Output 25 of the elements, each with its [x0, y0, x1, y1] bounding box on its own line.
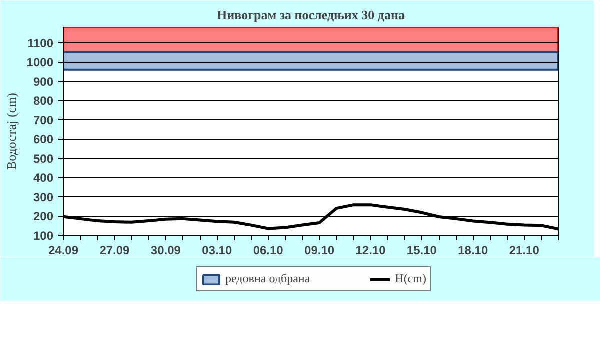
y-axis-title: Водостај (cm) [4, 92, 19, 170]
legend-label: H(cm) [395, 272, 426, 286]
y-tick-label: 700 [33, 113, 54, 128]
x-tick-label: 21.10 [509, 244, 540, 258]
y-tick-label: 600 [33, 132, 54, 147]
chart-title: Нивограм за последњих 30 дана [217, 8, 406, 22]
y-tick-label: 500 [33, 152, 54, 166]
y-tick-label: 1000 [26, 56, 54, 70]
y-tick-label: 900 [33, 74, 54, 89]
x-tick-label: 03.10 [202, 244, 232, 258]
y-tick-label: 1100 [27, 36, 54, 50]
x-tick-label: 18.10 [458, 244, 488, 258]
x-tick-label: 09.10 [304, 244, 335, 258]
x-tick-label: 27.09 [100, 244, 130, 258]
y-tick-label: 200 [33, 210, 54, 224]
y-tick-label: 100 [33, 229, 54, 243]
y-tick-label: 800 [33, 94, 54, 108]
x-tick-label: 12.10 [356, 244, 386, 258]
legend-label: редовна одбрана [226, 272, 310, 286]
x-tick-label: 06.10 [253, 244, 284, 258]
y-tick-label: 300 [33, 190, 54, 204]
x-tick-label: 15.10 [406, 244, 438, 258]
x-tick-label: 30.09 [150, 244, 182, 258]
y-tick-label: 400 [33, 171, 54, 186]
x-tick-label: 24.09 [48, 244, 79, 258]
